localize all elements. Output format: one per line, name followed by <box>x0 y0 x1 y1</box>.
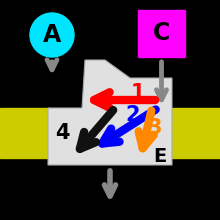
Text: 3: 3 <box>148 118 162 138</box>
Bar <box>0 108 50 158</box>
Circle shape <box>30 13 74 57</box>
Bar <box>170 108 220 158</box>
Bar <box>138 10 185 57</box>
Text: 2: 2 <box>126 105 140 125</box>
Polygon shape <box>48 60 172 165</box>
Text: 4: 4 <box>55 123 69 143</box>
Text: A: A <box>43 23 61 47</box>
Text: 1: 1 <box>131 83 145 103</box>
Text: E: E <box>153 147 167 167</box>
Text: C: C <box>153 22 170 46</box>
